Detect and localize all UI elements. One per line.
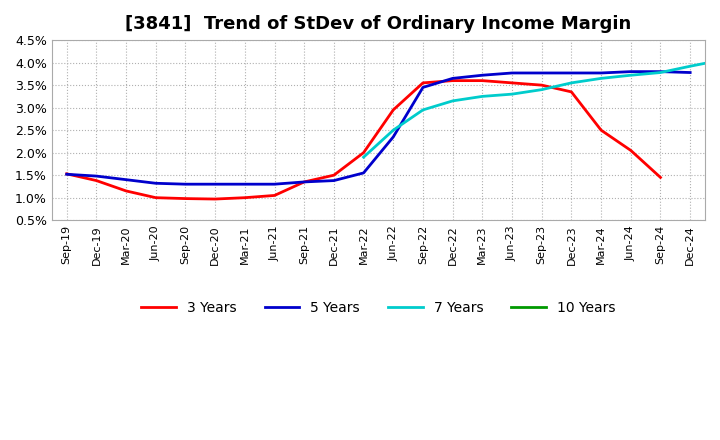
3 Years — [211, 196, 220, 202]
3 Years — [63, 171, 71, 176]
3 Years — [151, 195, 160, 200]
7 Years — [449, 98, 457, 103]
5 Years — [151, 181, 160, 186]
7 Years — [359, 154, 368, 160]
Line: 3 Years: 3 Years — [67, 81, 660, 199]
3 Years — [626, 148, 635, 153]
3 Years — [270, 193, 279, 198]
5 Years — [270, 182, 279, 187]
5 Years — [122, 177, 130, 182]
5 Years — [418, 85, 427, 90]
5 Years — [211, 182, 220, 187]
7 Years — [597, 76, 606, 81]
5 Years — [537, 70, 546, 76]
3 Years — [597, 128, 606, 133]
Line: 7 Years: 7 Years — [364, 60, 720, 157]
3 Years — [567, 89, 576, 95]
Legend: 3 Years, 5 Years, 7 Years, 10 Years: 3 Years, 5 Years, 7 Years, 10 Years — [136, 296, 621, 321]
5 Years — [389, 134, 397, 139]
5 Years — [656, 69, 665, 74]
3 Years — [389, 107, 397, 113]
5 Years — [626, 69, 635, 74]
5 Years — [300, 179, 309, 184]
5 Years — [508, 70, 516, 76]
3 Years — [537, 82, 546, 88]
5 Years — [686, 70, 695, 75]
7 Years — [537, 87, 546, 92]
3 Years — [418, 80, 427, 85]
7 Years — [478, 94, 487, 99]
Title: [3841]  Trend of StDev of Ordinary Income Margin: [3841] Trend of StDev of Ordinary Income… — [125, 15, 631, 33]
5 Years — [478, 73, 487, 78]
3 Years — [92, 178, 101, 183]
7 Years — [626, 73, 635, 78]
3 Years — [359, 150, 368, 155]
5 Years — [330, 178, 338, 183]
3 Years — [240, 195, 249, 200]
3 Years — [478, 78, 487, 83]
5 Years — [240, 182, 249, 187]
3 Years — [449, 78, 457, 83]
3 Years — [181, 196, 190, 201]
3 Years — [508, 80, 516, 85]
7 Years — [508, 92, 516, 97]
5 Years — [449, 76, 457, 81]
7 Years — [389, 128, 397, 133]
5 Years — [597, 70, 606, 76]
5 Years — [92, 173, 101, 179]
3 Years — [330, 172, 338, 178]
7 Years — [716, 58, 720, 63]
5 Years — [567, 70, 576, 76]
7 Years — [656, 70, 665, 75]
7 Years — [686, 64, 695, 69]
3 Years — [300, 179, 309, 184]
Line: 5 Years: 5 Years — [67, 72, 690, 184]
7 Years — [418, 107, 427, 113]
5 Years — [359, 170, 368, 176]
5 Years — [63, 172, 71, 177]
7 Years — [567, 80, 576, 85]
3 Years — [656, 175, 665, 180]
5 Years — [181, 182, 190, 187]
3 Years — [122, 188, 130, 194]
